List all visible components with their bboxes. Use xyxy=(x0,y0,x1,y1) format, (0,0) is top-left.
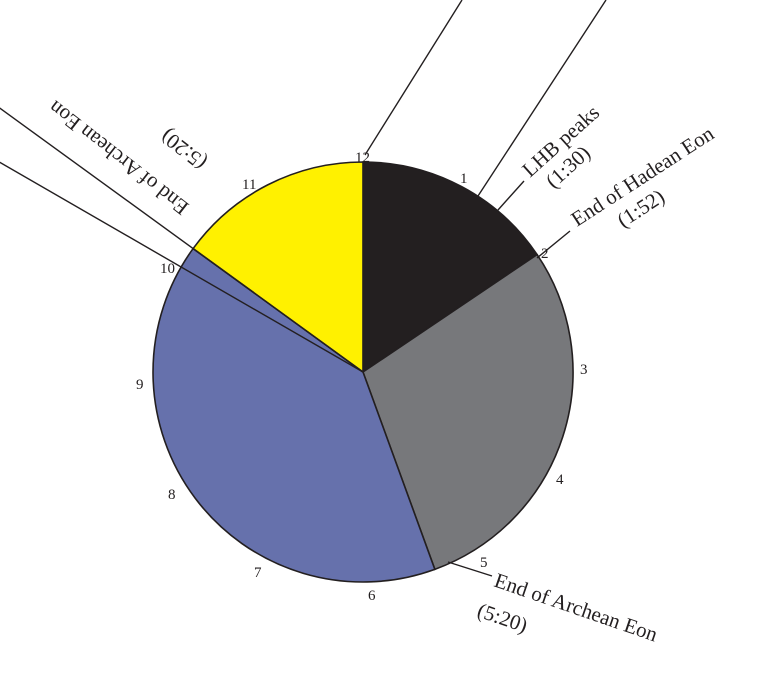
wedge-hadean xyxy=(362,161,539,374)
twelve-leader-line xyxy=(364,0,463,156)
hour-label-12: 12 xyxy=(355,150,370,166)
clock-wedges xyxy=(152,161,574,583)
lhb-short-leader xyxy=(497,180,525,211)
wedge-archean xyxy=(362,253,574,571)
archean-bottom-leader xyxy=(447,561,493,577)
archean-top-callout-time: (5:20) xyxy=(156,124,211,175)
hour-label-10: 10 xyxy=(160,261,175,277)
wedge-phanerozoic xyxy=(191,161,364,374)
archean-end-boundary-line xyxy=(0,161,364,373)
top-leader-lines xyxy=(364,0,607,197)
wedge-proterozoic xyxy=(152,247,436,583)
hour-labels: 12 1 2 3 4 5 6 7 8 9 10 11 xyxy=(136,150,588,604)
hour-label-1: 1 xyxy=(460,171,468,187)
hadean-leader xyxy=(536,230,571,259)
hour-label-6: 6 xyxy=(368,588,376,604)
hour-label-3: 3 xyxy=(580,362,588,378)
hour-label-4: 4 xyxy=(556,472,564,488)
hour-label-8: 8 xyxy=(168,487,176,503)
hour-label-2: 2 xyxy=(541,246,549,262)
hour-label-11: 11 xyxy=(242,177,256,193)
boundary-lines xyxy=(0,107,364,373)
archean-bottom-callout: End of Archean Eon (5:20) xyxy=(447,561,661,647)
hour-label-9: 9 xyxy=(136,377,144,393)
phanerozoic-start-boundary-line xyxy=(0,107,364,373)
hour-label-7: 7 xyxy=(254,565,262,581)
archean-top-callout-title: End of Archean Eon xyxy=(43,96,193,220)
archean-bottom-callout-time: (5:20) xyxy=(474,598,530,637)
lhb-leader-line xyxy=(477,0,607,197)
hour-label-5: 5 xyxy=(480,555,488,571)
